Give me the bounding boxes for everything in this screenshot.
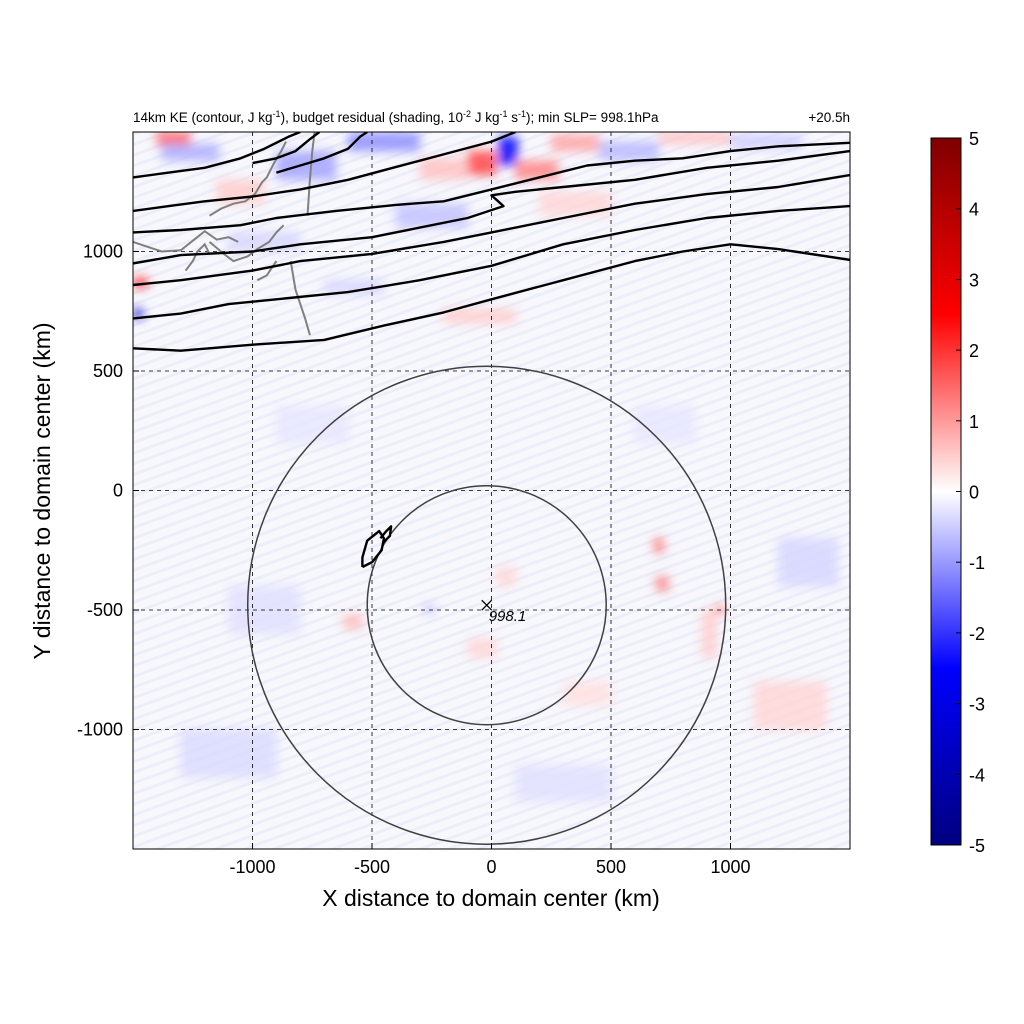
ke-contour [252,132,321,165]
residual-patch [276,151,337,180]
residual-patch [467,151,497,176]
residual-patch [467,638,497,658]
y-tick-label: -1000 [77,720,123,740]
ke-contours [133,132,850,569]
residual-patch [133,308,143,319]
ke-contour [133,204,850,320]
ke-contour [133,132,516,213]
ke-contour [276,132,368,174]
radius-circles [246,365,727,845]
ke-contour [133,243,850,352]
ke-contour [133,132,301,179]
ke-contour [379,525,393,543]
residual-patch [498,136,518,166]
ke-contour [133,173,850,287]
ke-contour [133,149,850,265]
plot-area: 998.1 [132,131,851,850]
residual-patch [443,308,516,324]
coastline [133,229,239,253]
residual-patch [343,614,363,630]
residual-patch [496,566,516,587]
y-axis-title: Y distance to domain center (km) [29,322,55,659]
residual-patch [180,729,277,778]
residual-patch [754,681,827,730]
residual-patch [276,406,349,443]
x-tick-label: -500 [354,857,390,877]
colorbar-ticks: 5 4 3 2 1 0 -1 -2 -3 -4 -5 [956,129,985,856]
y-tick-label: 0 [113,481,123,501]
residual-patch [156,132,191,147]
colorbar-tick-label: -2 [969,624,985,644]
x-tick-label: 0 [486,857,496,877]
residual-patch [778,538,839,587]
residual-patch [634,406,695,443]
residual-patch [515,765,611,802]
residual-patch [551,134,600,152]
y-tick-label: -500 [87,600,123,620]
residual-patch [599,141,659,161]
coastline [256,260,278,282]
storm-center-marker [481,599,493,611]
residual-patch [654,538,664,553]
y-axis-ticks: -1000 -500 0 500 1000 [77,242,139,740]
residual-patch [324,280,384,295]
colorbar: 5 4 3 2 1 0 -1 -2 -3 -4 -5 [930,129,985,856]
ke-contour [361,529,386,569]
residual-patch [161,143,220,161]
residual-patch [656,576,669,591]
radius-circle [246,365,727,845]
x-axis-ticks: -1000 -500 0 500 1000 [229,843,751,877]
residual-patch [424,605,435,613]
time-label: +20.5h [808,110,850,125]
chart-title: 14km KE (contour, J kg-1), budget residu… [133,109,659,125]
storm-center: 998.1 [481,599,527,625]
residual-patch [658,132,731,144]
ke-contour [133,141,850,234]
y-tick-label: 500 [93,361,123,381]
x-tick-label: 1000 [710,857,750,877]
x-tick-label: -1000 [229,857,275,877]
colorbar-tick-label: 0 [969,483,979,503]
x-tick-label: 500 [596,857,626,877]
residual-patch [133,277,148,288]
colorbar-tick-label: 1 [969,412,979,432]
y-tick-label: 1000 [83,242,123,262]
colorbar-tick-label: -5 [969,836,985,856]
min-slp-label: 998.1 [489,608,527,625]
residual-patch [563,681,611,706]
colorbar-tick-label: -4 [969,765,985,785]
colorbar-tick-label: -1 [969,553,985,573]
residual-shading [133,132,839,802]
residual-patch [419,158,468,180]
residual-patch [701,610,717,658]
coastline [289,260,311,336]
residual-patch [539,191,611,216]
coastline [306,132,316,216]
colorbar-tick-label: 4 [969,200,979,220]
colorbar-tick-label: 3 [969,270,979,290]
residual-patch [348,132,420,152]
radius-circle [366,484,607,726]
x-axis-title: X distance to domain center (km) [322,885,659,911]
colorbar-tick-label: -3 [969,695,985,715]
colorbar-tick-label: 5 [969,129,979,149]
colorbar-tick-label: 2 [969,341,979,361]
coastline [184,242,211,272]
